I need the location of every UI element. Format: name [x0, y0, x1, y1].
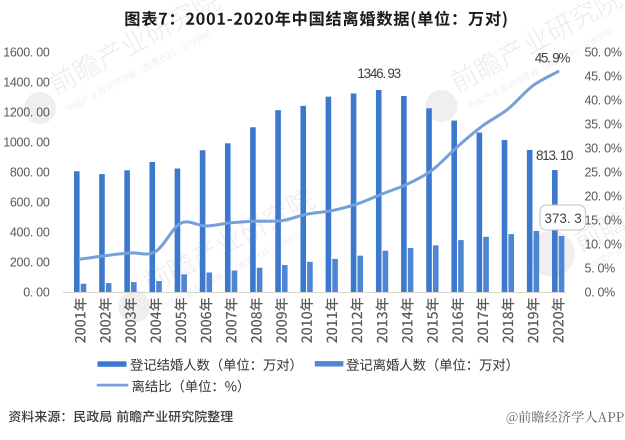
- svg-text:20. 0%: 20. 0%: [585, 190, 622, 204]
- svg-text:50. 0%: 50. 0%: [585, 46, 622, 60]
- svg-text:800. 00: 800. 00: [10, 166, 50, 180]
- svg-text:0. 0%: 0. 0%: [585, 286, 616, 300]
- svg-text:25. 0%: 25. 0%: [585, 166, 622, 180]
- svg-text:15. 0%: 15. 0%: [585, 214, 622, 228]
- svg-text:0. 00: 0. 00: [23, 286, 50, 300]
- svg-text:30. 0%: 30. 0%: [585, 142, 622, 156]
- svg-text:40. 0%: 40. 0%: [585, 94, 622, 108]
- svg-text:45. 9%: 45. 9%: [535, 50, 571, 65]
- svg-text:200. 00: 200. 00: [10, 256, 50, 270]
- svg-text:45. 0%: 45. 0%: [585, 70, 622, 84]
- svg-text:600. 00: 600. 00: [10, 196, 50, 210]
- svg-text:1346. 93: 1346. 93: [357, 66, 400, 81]
- svg-text:1600. 00: 1600. 00: [3, 46, 50, 60]
- svg-text:1400. 00: 1400. 00: [3, 76, 50, 90]
- svg-text:5. 0%: 5. 0%: [585, 262, 616, 276]
- svg-text:10. 0%: 10. 0%: [585, 238, 622, 252]
- svg-text:400. 00: 400. 00: [10, 226, 50, 240]
- svg-text:35. 0%: 35. 0%: [585, 118, 622, 132]
- svg-text:373. 3: 373. 3: [545, 211, 582, 226]
- svg-text:813. 10: 813. 10: [536, 148, 573, 163]
- svg-text:1200. 00: 1200. 00: [3, 106, 50, 120]
- svg-text:1000. 00: 1000. 00: [3, 136, 50, 150]
